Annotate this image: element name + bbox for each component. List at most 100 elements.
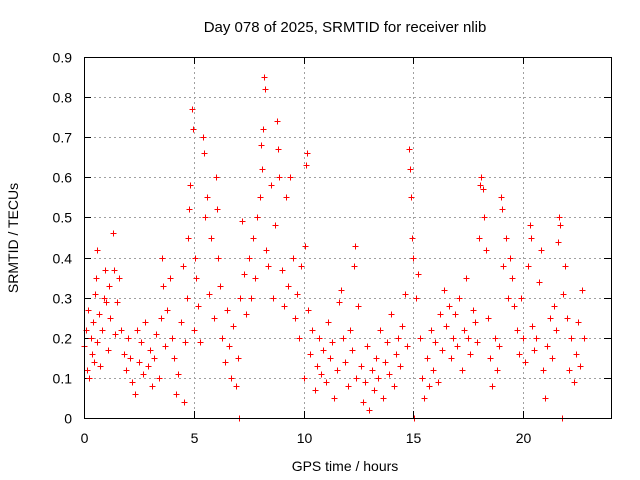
data-point	[353, 375, 360, 382]
data-point	[217, 283, 224, 290]
data-point	[222, 359, 229, 366]
data-point	[362, 379, 369, 386]
data-point	[428, 327, 435, 334]
data-point	[287, 174, 294, 181]
data-point	[268, 182, 275, 189]
data-point	[190, 126, 197, 133]
data-point	[208, 235, 215, 242]
data-point	[151, 355, 158, 362]
data-point	[536, 279, 543, 286]
data-point	[358, 363, 365, 370]
data-point	[415, 271, 422, 278]
data-point	[380, 395, 387, 402]
data-point	[260, 126, 267, 133]
data-point	[181, 399, 188, 406]
data-point	[476, 235, 483, 242]
data-point	[331, 395, 338, 402]
data-point	[169, 335, 176, 342]
data-point	[149, 383, 156, 390]
data-point	[566, 367, 573, 374]
data-point	[274, 118, 281, 125]
data-point	[424, 355, 431, 362]
data-point	[500, 263, 507, 270]
y-tick-label: 0.9	[53, 50, 73, 66]
data-point	[257, 194, 264, 201]
y-tick-label: 0	[64, 411, 72, 427]
data-point	[294, 291, 301, 298]
data-point	[498, 194, 505, 201]
data-point	[549, 355, 556, 362]
data-point	[254, 214, 261, 221]
data-point	[419, 375, 426, 382]
data-point	[481, 214, 488, 221]
data-point	[118, 327, 125, 334]
data-point	[129, 379, 136, 386]
plot-frame	[84, 57, 612, 419]
data-point	[439, 347, 446, 354]
data-point	[474, 339, 481, 346]
data-point	[263, 247, 270, 254]
data-point	[307, 351, 314, 358]
data-point	[480, 186, 487, 193]
data-point	[262, 86, 269, 93]
data-point	[219, 335, 226, 342]
data-point	[351, 263, 358, 270]
data-point	[309, 327, 316, 334]
data-point	[452, 311, 459, 318]
data-point	[323, 379, 330, 386]
y-tick-label: 0.2	[53, 331, 73, 347]
data-point	[158, 315, 165, 322]
data-point	[575, 319, 582, 326]
data-point	[230, 323, 237, 330]
y-tick-labels: 0 0.1 0.2 0.3 0.4 0.5 0.6 0.7 0.8 0.9	[53, 50, 73, 427]
data-point	[540, 367, 547, 374]
data-point	[485, 315, 492, 322]
x-axis-label: GPS time / hours	[292, 458, 399, 474]
data-point	[265, 263, 272, 270]
data-point	[134, 327, 141, 334]
data-point	[304, 150, 311, 157]
data-point	[509, 275, 516, 282]
data-point	[213, 174, 220, 181]
data-point	[110, 230, 117, 237]
data-point	[164, 307, 171, 314]
data-point	[492, 335, 499, 342]
data-point	[318, 371, 325, 378]
data-point	[270, 295, 277, 302]
data-point	[145, 363, 152, 370]
data-point	[555, 239, 562, 246]
data-point	[382, 359, 389, 366]
data-point	[224, 307, 231, 314]
data-point	[233, 383, 240, 390]
data-point	[347, 327, 354, 334]
data-point	[186, 206, 193, 213]
data-point	[391, 383, 398, 390]
data-point	[413, 295, 420, 302]
data-point	[121, 351, 128, 358]
data-point	[292, 315, 299, 322]
data-point	[366, 407, 373, 414]
data-point	[568, 335, 575, 342]
data-point	[373, 355, 380, 362]
data-point	[94, 339, 101, 346]
data-point	[235, 355, 242, 362]
data-point	[579, 287, 586, 294]
data-point	[189, 106, 196, 113]
data-point	[167, 275, 174, 282]
data-point	[192, 255, 199, 262]
data-point	[211, 315, 218, 322]
data-point	[248, 295, 255, 302]
data-point	[182, 339, 189, 346]
data-point	[520, 335, 527, 342]
data-point	[237, 295, 244, 302]
x-tick-label: 5	[191, 430, 199, 446]
data-point	[336, 299, 343, 306]
data-point	[147, 347, 154, 354]
data-point	[138, 339, 145, 346]
data-point	[105, 347, 112, 354]
data-point	[518, 295, 525, 302]
data-point	[88, 335, 95, 342]
data-point	[557, 222, 564, 229]
data-point	[340, 335, 347, 342]
